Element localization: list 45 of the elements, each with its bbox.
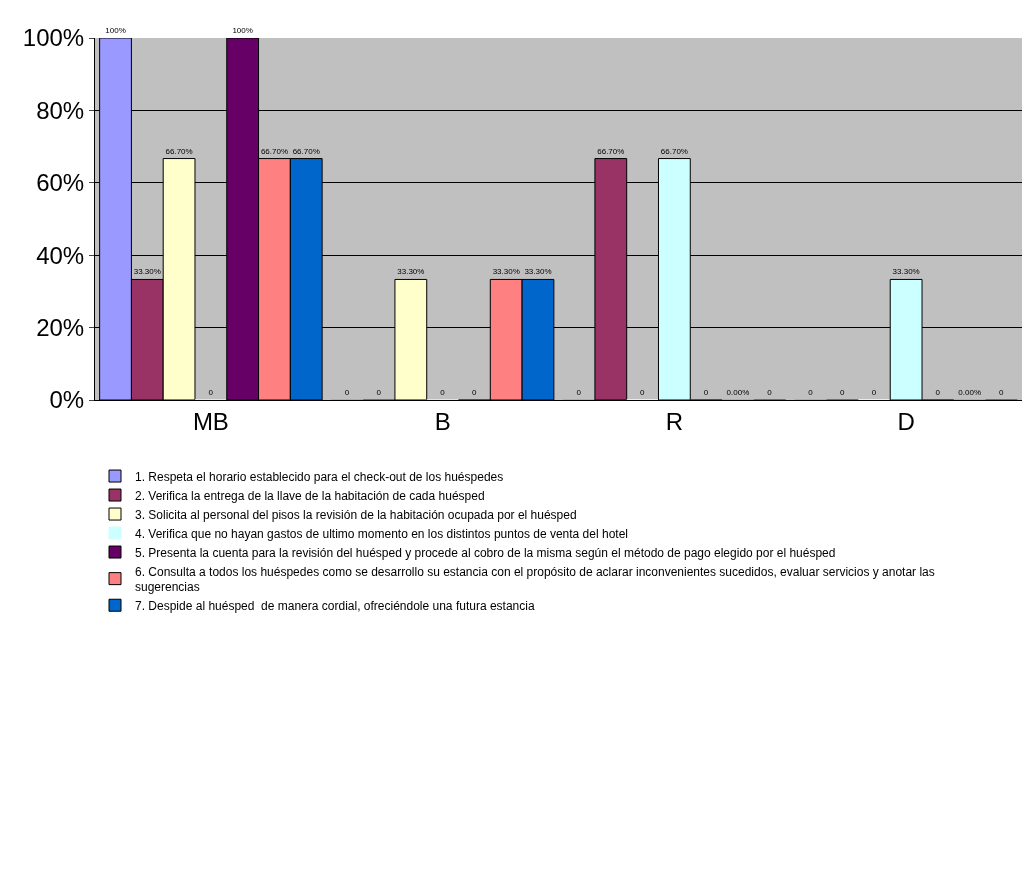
y-tick-label: 60% [36,169,85,197]
data-label: 0 [376,388,382,397]
data-label: 100% [105,26,126,35]
y-tick-label: 40% [36,241,85,269]
data-label: 100% [232,26,253,35]
y-tick-label: 0% [49,386,85,414]
data-label: 33.30% [397,267,425,277]
data-label: 0 [808,388,814,397]
legend-label: 6. Consulta a todos los huéspedes como se desarrollo su estancia con el propósito de aclarar inconvenientes sucedidos, evaluar servicios y anotar las sugerencias [135,564,935,595]
x-tick-label: R [665,407,684,435]
data-label: 66.70% [660,146,688,156]
data-label: 0 [840,388,846,397]
data-label: 33.30% [492,267,520,277]
data-label: 0.00% [958,388,982,397]
legend-label: 5. Presenta la cuenta para la revisión del huésped y procede al cobro de la misma según el método de pago elegido por el huésped [135,545,836,560]
legend-label: 3. Solicita al personal del pisos la revisión de la habitación ocupada por el huésped [135,507,577,522]
data-label: 0 [576,388,582,397]
legend-label: 4. Verifica que no hayan gastos de ultimo momento en los distintos puntos de venta del hotel [135,526,628,541]
data-label: 66.70% [165,146,193,156]
data-label: 0 [440,388,446,397]
data-label: 0 [471,388,477,397]
y-tick-label: 20% [36,314,85,341]
data-label: 0 [767,388,773,397]
data-label: 0 [871,388,877,397]
data-label: 0.00% [726,388,750,397]
x-tick-label: B [434,407,451,435]
data-label: 0 [703,388,709,397]
data-label: 66.70% [292,146,320,156]
data-label: 33.30% [133,267,161,277]
data-label: 33.30% [892,267,920,277]
data-label: 0 [935,388,941,397]
data-label: 0 [998,388,1004,397]
legend-label: 7. Despide al huésped de manera cordial, ofreciéndole una futura estancia [135,598,535,613]
y-tick-label: 100% [22,24,85,52]
data-label: 66.70% [260,146,289,156]
data-label: 0 [208,388,214,397]
x-tick-label: D [897,407,915,435]
data-label: 33.30% [524,267,552,277]
data-label: 0 [344,388,350,397]
legend-label: 1. Respeta el horario establecido para el check-out de los huéspedes [135,469,504,484]
x-tick-label: MB [192,407,229,435]
data-label: 66.70% [597,146,625,156]
y-tick-label: 80% [36,96,85,124]
legend-label: 2. Verifica la entrega de la llave de la habitación de cada huésped [135,488,485,503]
data-label: 0 [640,388,646,397]
